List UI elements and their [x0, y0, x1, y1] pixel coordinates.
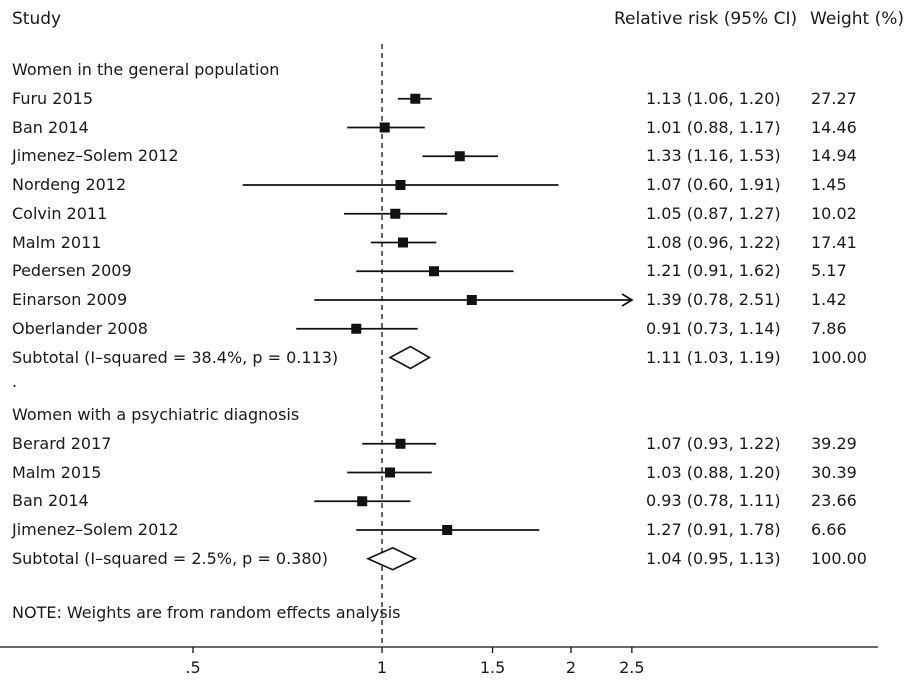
study-label: Malm 2015 [12, 462, 102, 482]
subtotal-ci-text: 1.04 (0.95, 1.13) [646, 548, 781, 568]
study-weight: 17.41 [811, 232, 857, 252]
x-tick-label: 1.5 [480, 658, 505, 677]
study-label: Nordeng 2012 [12, 175, 127, 194]
x-tick-label: 2 [566, 658, 576, 677]
x-tick-label: .5 [185, 658, 200, 677]
point-estimate [390, 208, 401, 219]
study-ci-text: 1.07 (0.60, 1.91) [646, 175, 781, 194]
study-label: Jimenez–Solem 2012 [12, 520, 179, 539]
study-weight: 23.66 [811, 491, 857, 511]
study-ci-text: 1.39 (0.78, 2.51) [646, 290, 781, 309]
study-ci-text: 0.93 (0.78, 1.11) [646, 491, 781, 511]
header-relative-risk: Relative risk (95% CI) [614, 9, 798, 29]
point-estimate [442, 525, 453, 535]
study-weight: 10.02 [811, 203, 857, 223]
study-label: Oberlander 2008 [12, 318, 148, 338]
point-estimate [351, 323, 362, 334]
study-weight: 39.29 [811, 433, 857, 453]
study-label: Jimenez–Solem 2012 [12, 146, 179, 166]
point-estimate [410, 93, 421, 104]
x-tick-label: 1 [377, 658, 387, 677]
study-ci-text: 1.21 (0.91, 1.62) [646, 261, 781, 281]
point-estimate [385, 467, 396, 478]
study-ci-text: 1.01 (0.88, 1.17) [646, 117, 781, 137]
pooled-diamond [366, 546, 418, 571]
study-label: Berard 2017 [12, 433, 112, 453]
study-ci-text: 1.27 (0.91, 1.78) [646, 520, 781, 539]
point-estimate [357, 496, 368, 507]
subtotal-ci-text: 1.11 (1.03, 1.19) [646, 347, 781, 367]
study-label: Einarson 2009 [12, 290, 128, 309]
study-ci-text: 1.08 (0.96, 1.22) [646, 232, 781, 252]
x-tick-label: 2.5 [619, 658, 644, 677]
ci-arrow [621, 293, 634, 307]
point-estimate [466, 295, 477, 305]
point-estimate [395, 180, 406, 190]
study-weight: 1.45 [811, 175, 847, 194]
subtotal-label: Subtotal (I–squared = 2.5%, p = 0.380) [12, 548, 328, 568]
study-label: Ban 2014 [12, 117, 89, 137]
pooled-diamond [388, 345, 432, 370]
study-ci-text: 1.03 (0.88, 1.20) [646, 462, 781, 482]
subtotal-weight: 100.00 [811, 347, 867, 367]
point-estimate [397, 237, 408, 248]
note-text: NOTE: Weights are from random effects an… [12, 603, 401, 623]
study-weight: 6.66 [811, 520, 847, 539]
point-estimate [454, 151, 465, 162]
study-label: Furu 2015 [12, 88, 93, 108]
study-weight: 7.86 [811, 318, 847, 338]
group-separator: . [12, 372, 18, 392]
study-weight: 14.94 [811, 146, 857, 166]
study-weight: 5.17 [811, 261, 847, 281]
point-estimate [395, 438, 406, 449]
study-weight: 27.27 [811, 88, 857, 108]
study-label: Colvin 2011 [12, 203, 108, 223]
study-weight: 1.42 [811, 290, 847, 309]
study-ci-text: 1.13 (1.06, 1.20) [646, 88, 781, 108]
group-title: Women in the general population [12, 60, 280, 79]
study-weight: 14.46 [811, 117, 857, 137]
subtotal-weight: 100.00 [811, 548, 867, 568]
study-ci-text: 1.05 (0.87, 1.27) [646, 203, 781, 223]
study-label: Ban 2014 [12, 491, 89, 511]
study-ci-text: 1.07 (0.93, 1.22) [646, 433, 781, 453]
header-study: Study [12, 9, 62, 29]
group-title: Women with a psychiatric diagnosis [12, 405, 300, 424]
study-ci-text: 0.91 (0.73, 1.14) [646, 318, 781, 338]
study-label: Pedersen 2009 [12, 261, 132, 281]
study-label: Malm 2011 [12, 232, 102, 252]
header-weight: Weight (%) [810, 9, 905, 29]
point-estimate [428, 266, 439, 277]
study-ci-text: 1.33 (1.16, 1.53) [646, 146, 781, 166]
study-weight: 30.39 [811, 462, 857, 482]
point-estimate [379, 122, 390, 133]
subtotal-label: Subtotal (I–squared = 38.4%, p = 0.113) [12, 347, 339, 367]
